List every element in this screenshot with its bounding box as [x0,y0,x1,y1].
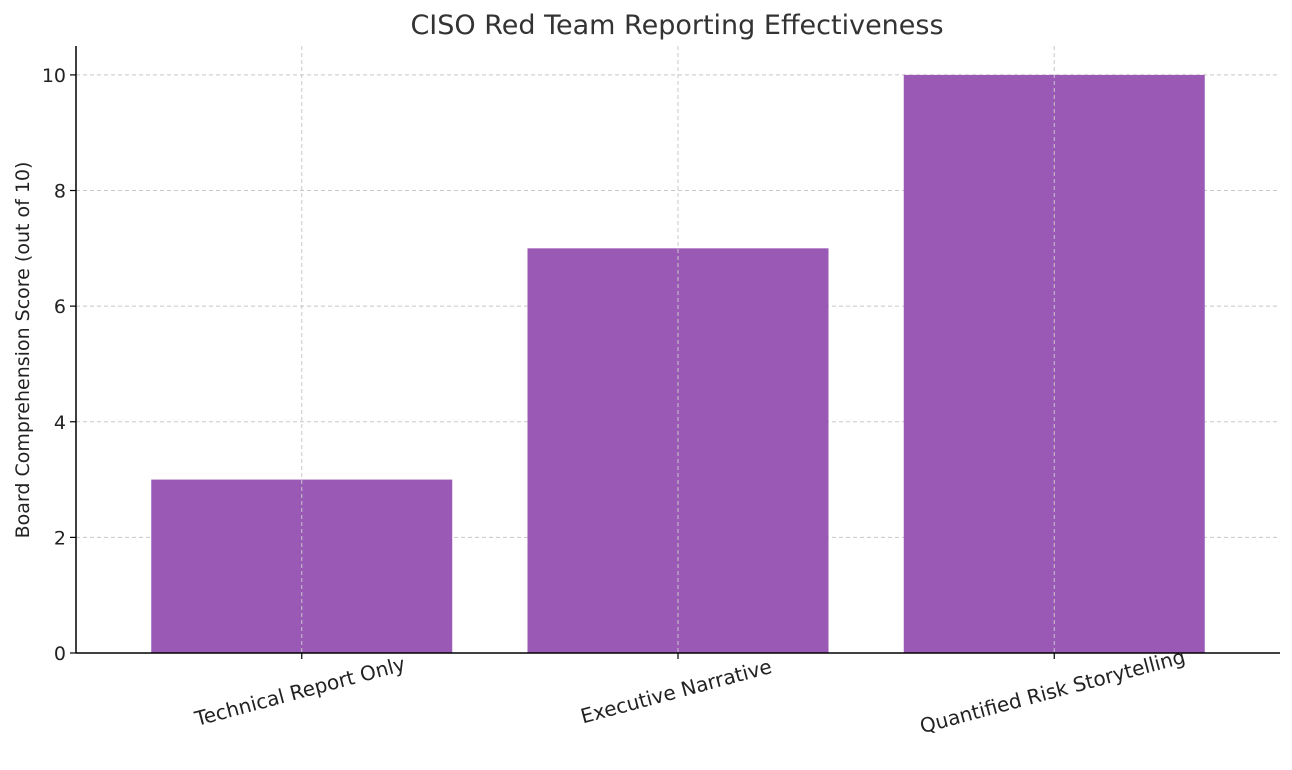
x-tick-label: Technical Report Only [191,652,408,732]
y-tick-label: 10 [42,65,66,87]
y-tick-label: 4 [54,412,66,434]
y-tick-label: 6 [54,296,66,318]
x-ticks: Technical Report Only Executive Narrative… [191,644,1187,738]
y-axis-label: Board Comprehension Score (out of 10) [12,162,34,539]
y-tick-label: 0 [54,643,66,665]
y-ticks: 0 2 4 6 8 10 [42,65,76,665]
x-tick-label: Quantified Risk Storytelling [917,644,1187,738]
y-tick-label: 2 [54,527,66,549]
y-tick-label: 8 [54,181,66,203]
chart-title: CISO Red Team Reporting Effectiveness [410,10,943,41]
x-tick-label: Executive Narrative [578,654,774,728]
